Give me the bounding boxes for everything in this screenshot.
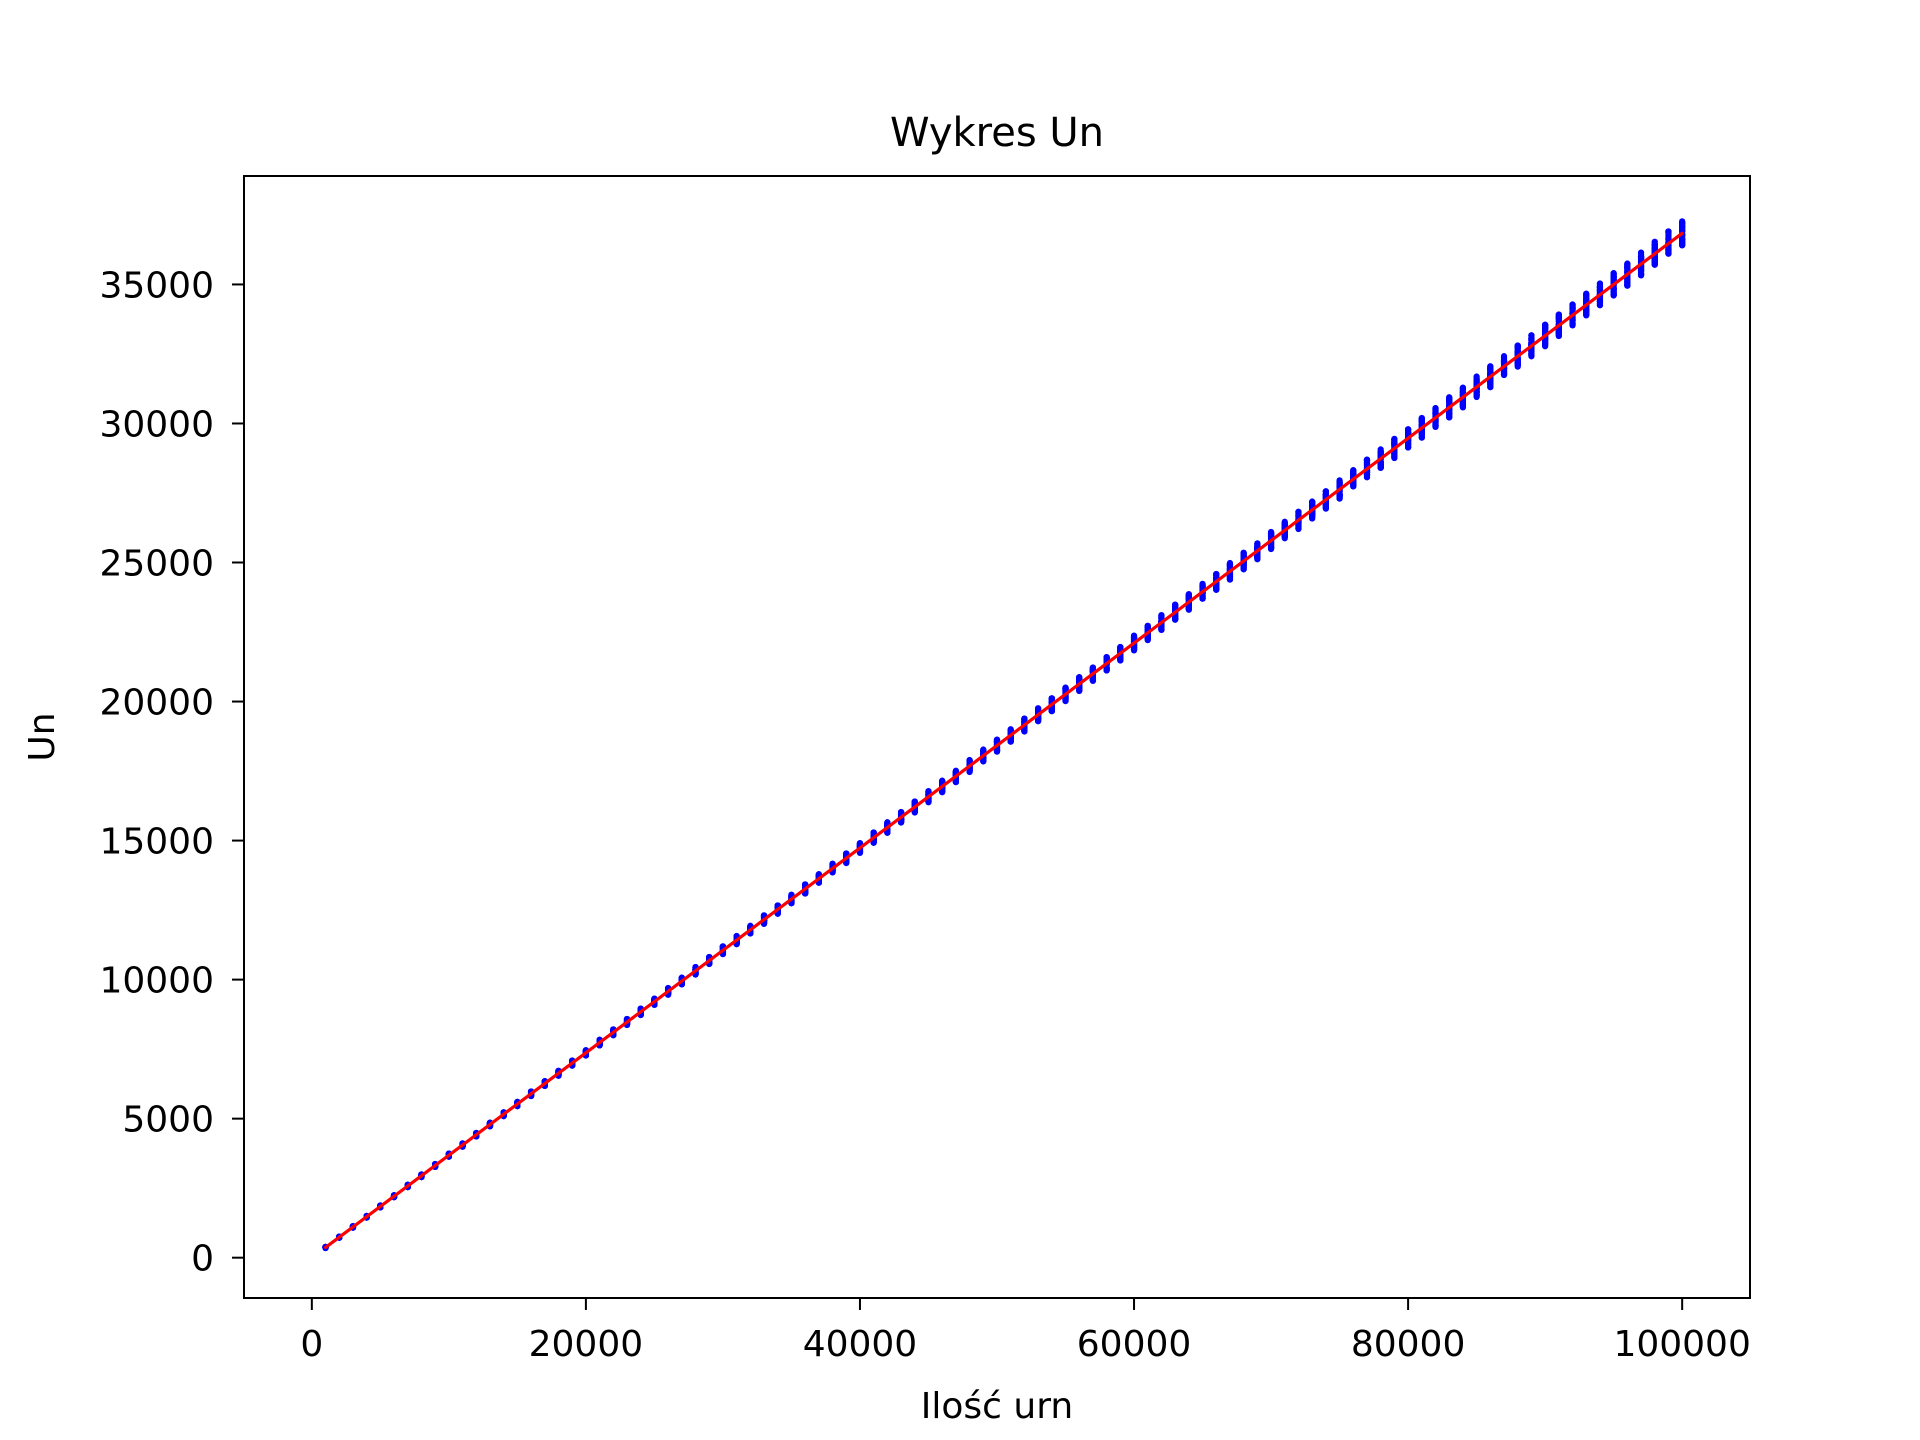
scatter-point bbox=[1336, 480, 1343, 487]
scatter-point bbox=[1322, 501, 1329, 509]
scatter-point bbox=[993, 748, 1001, 755]
scatter-point bbox=[1459, 404, 1467, 411]
scatter-point bbox=[1624, 282, 1631, 289]
scatter-point bbox=[1363, 473, 1371, 480]
scatter-point bbox=[1555, 328, 1562, 336]
scatter-point bbox=[1377, 448, 1384, 455]
scatter-point bbox=[1432, 405, 1439, 412]
scatter-point bbox=[1418, 416, 1425, 423]
scatter-point bbox=[1500, 369, 1508, 376]
scatter-point bbox=[1213, 570, 1220, 578]
scatter-point bbox=[1199, 582, 1206, 589]
scatter-point bbox=[1185, 604, 1192, 612]
scatter-point bbox=[1596, 284, 1604, 291]
scatter-point bbox=[1583, 296, 1590, 303]
scatter-point bbox=[1076, 685, 1083, 693]
scatter-point bbox=[1048, 707, 1055, 714]
scatter-point bbox=[1542, 337, 1549, 345]
scatter-point bbox=[1542, 324, 1549, 331]
scatter-point bbox=[1062, 686, 1069, 693]
scatter-point bbox=[1665, 248, 1672, 255]
scatter-point bbox=[1295, 523, 1302, 530]
scatter-point bbox=[1226, 573, 1234, 580]
scatter-point bbox=[1610, 271, 1617, 278]
scatter-point bbox=[1350, 468, 1357, 475]
scatter-point bbox=[1500, 358, 1508, 365]
scatter-point bbox=[1610, 288, 1617, 295]
scatter-point bbox=[1583, 309, 1590, 316]
scatter-point bbox=[966, 768, 973, 776]
scatter-point bbox=[1651, 256, 1658, 263]
scatter-point bbox=[1418, 434, 1425, 441]
scatter-point bbox=[1569, 305, 1576, 312]
scatter-point bbox=[1267, 544, 1275, 551]
scatter-point bbox=[1021, 716, 1028, 723]
scatter-point bbox=[1391, 450, 1398, 457]
scatter-point bbox=[1528, 349, 1535, 357]
scatter-point bbox=[1446, 409, 1453, 416]
scatter-point bbox=[1363, 459, 1371, 467]
scatter-point bbox=[1487, 380, 1494, 388]
scatter-point bbox=[1254, 540, 1261, 547]
scatter-point bbox=[1596, 301, 1604, 309]
scatter-point bbox=[1637, 268, 1645, 275]
scatter-point bbox=[1172, 603, 1179, 610]
scatter-point bbox=[1473, 377, 1480, 384]
scatter-point bbox=[1213, 584, 1220, 592]
scatter-point bbox=[1377, 461, 1384, 469]
scatter-point bbox=[1555, 311, 1562, 318]
scatter-point bbox=[1405, 444, 1412, 451]
scatter-point bbox=[1199, 595, 1206, 602]
scatter-point bbox=[1172, 616, 1179, 623]
scatter-point bbox=[1514, 343, 1521, 350]
scatter-point bbox=[1487, 363, 1494, 370]
scatter-point bbox=[1281, 520, 1288, 527]
scatter-point bbox=[1035, 718, 1042, 725]
scatter-point bbox=[1569, 320, 1576, 327]
scatter-point bbox=[1240, 552, 1247, 560]
scatter-point bbox=[1405, 429, 1412, 436]
scatter-point bbox=[1130, 634, 1138, 641]
scatter-point bbox=[1583, 291, 1590, 298]
scatter-point bbox=[1391, 436, 1398, 443]
scatter-point bbox=[1624, 275, 1631, 283]
scatter-point bbox=[1459, 384, 1467, 391]
scatter-point bbox=[1665, 234, 1672, 241]
scatter-point bbox=[1637, 256, 1645, 263]
scatter-point bbox=[1158, 612, 1165, 619]
scatter-point bbox=[1103, 667, 1110, 674]
scatter-point bbox=[1624, 261, 1631, 268]
scatter-point bbox=[1336, 495, 1343, 502]
scatter-point bbox=[1665, 228, 1672, 235]
scatter-point bbox=[1446, 396, 1453, 403]
scatter-point bbox=[1473, 388, 1480, 396]
scatter-point bbox=[1651, 242, 1658, 249]
scatter-point bbox=[1322, 491, 1329, 498]
scatter-point bbox=[1103, 654, 1110, 661]
scatter-point bbox=[1144, 637, 1151, 644]
scatter-point bbox=[1679, 236, 1686, 243]
